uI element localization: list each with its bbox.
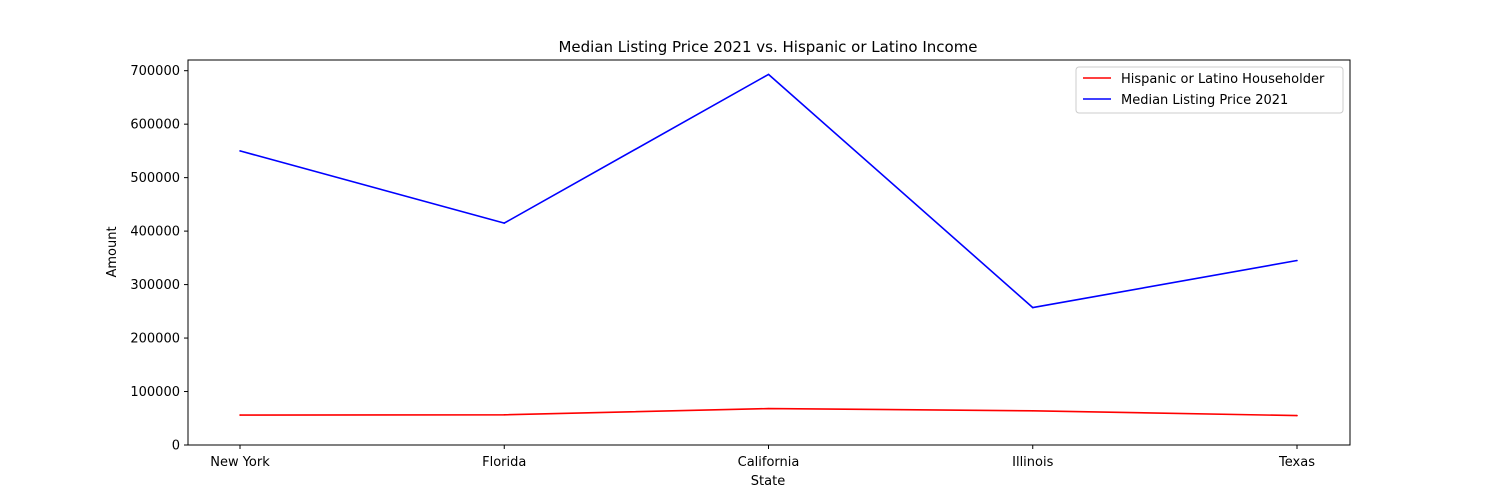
y-tick-label: 200000 <box>130 332 180 347</box>
plot-area <box>188 60 1350 445</box>
y-tick-label: 500000 <box>130 171 180 186</box>
y-tick-label: 400000 <box>130 225 180 240</box>
x-axis: New York Florida California Illinois Texas <box>210 445 1315 470</box>
x-tick-label: Florida <box>482 455 526 470</box>
x-axis-label: State <box>751 474 785 489</box>
data-point <box>239 150 241 152</box>
data-point <box>239 414 241 416</box>
y-axis-label: Amount <box>105 226 120 277</box>
data-point <box>1296 259 1298 262</box>
data-point <box>503 413 506 416</box>
data-point <box>1031 409 1034 412</box>
x-tick-label: Illinois <box>1012 455 1053 470</box>
legend-label-hispanic-income: Hispanic or Latino Householder <box>1121 72 1325 87</box>
y-tick-label: 300000 <box>130 278 180 293</box>
legend-box <box>1075 66 1344 114</box>
chart-title: Median Listing Price 2021 vs. Hispanic o… <box>558 38 977 56</box>
x-tick-label: Texas <box>1278 455 1315 470</box>
legend: Hispanic or Latino Householder Median Li… <box>1075 66 1344 114</box>
y-axis: 0 100000 200000 300000 400000 500000 600000 700… <box>130 64 188 454</box>
data-point <box>503 222 506 224</box>
data-point <box>767 407 770 410</box>
y-tick-label: 0 <box>172 439 180 454</box>
x-tick-label: New York <box>210 455 270 470</box>
data-point <box>767 73 770 76</box>
x-tick-label: California <box>738 455 800 470</box>
data-point <box>1031 306 1034 309</box>
y-tick-label: 700000 <box>130 64 180 79</box>
data-point <box>1296 414 1298 417</box>
legend-label-median-listing-price: Median Listing Price 2021 <box>1121 93 1288 108</box>
series-lines <box>239 73 1298 417</box>
y-tick-label: 100000 <box>130 385 180 400</box>
y-tick-label: 600000 <box>130 118 180 133</box>
